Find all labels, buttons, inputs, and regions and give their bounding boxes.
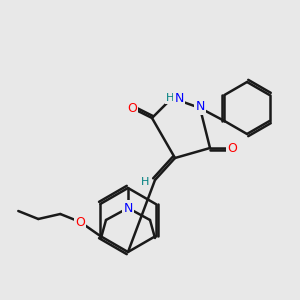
Text: H: H [141,177,149,187]
Text: O: O [227,142,237,154]
Text: N: N [123,202,133,214]
Text: H: H [166,93,174,103]
Text: N: N [195,100,205,113]
Text: O: O [127,101,137,115]
Text: N: N [174,92,184,104]
Text: O: O [75,215,85,229]
